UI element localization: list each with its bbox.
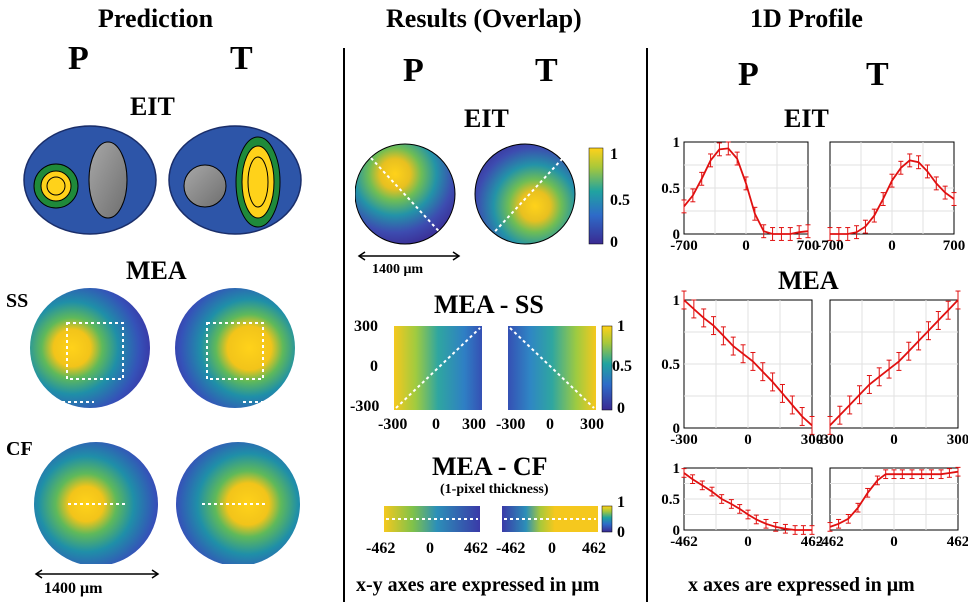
- divider-left: [343, 48, 345, 602]
- results-eit-scale-bar: [357, 251, 461, 261]
- profile-xtick-label: 0: [890, 432, 898, 448]
- prediction-scale-bar: [34, 569, 160, 579]
- profile-xtick-label: -462: [816, 534, 844, 550]
- results-mea-ss-label: MEA - SS: [434, 290, 544, 319]
- ss-cbar-tick-1: 1: [617, 318, 625, 335]
- ss-xtick-left-3: 300: [462, 416, 486, 433]
- results-mea-cf-label: MEA - CF: [432, 452, 548, 481]
- profile-xtick-label: 0: [744, 534, 752, 550]
- results-mea-cf-note: (1-pixel thickness): [440, 482, 549, 497]
- profile-ytick-label: 1: [673, 461, 681, 477]
- profile-footer: x axes are expressed in μm: [688, 574, 915, 596]
- results-mea-cf-maps: [384, 505, 613, 533]
- ss-xtick-right-2: 0: [546, 416, 554, 433]
- ss-cbar-tick-05: 0.5: [612, 358, 632, 375]
- cf-xtick-right-2: 0: [548, 540, 556, 557]
- prediction-cf-label: CF: [6, 438, 33, 460]
- results-t-label: T: [535, 52, 558, 89]
- profile-xtick-label: 0: [742, 238, 750, 254]
- profile-ytick-label: 0.5: [661, 357, 680, 373]
- profile-title: 1D Profile: [750, 4, 863, 33]
- ss-map-t: [175, 288, 295, 408]
- profile-xtick-label: -300: [816, 432, 844, 448]
- cf-xtick-left-3: 462: [464, 540, 488, 557]
- prediction-eit-diagrams: [23, 125, 302, 235]
- results-title: Results (Overlap): [386, 4, 582, 33]
- results-eit-label: EIT: [464, 104, 509, 133]
- ss-ytick-300: 300: [354, 318, 378, 335]
- cf-xtick-right-1: -462: [496, 540, 526, 557]
- profile-xtick-label: 0: [888, 238, 896, 254]
- profile-xtick-label: 300: [801, 432, 824, 448]
- results-mea-ss-maps: [394, 325, 613, 411]
- profile-ytick-label: 0: [673, 523, 681, 539]
- profile-eit-label: EIT: [784, 104, 829, 133]
- profile-xtick-label: -462: [670, 534, 698, 550]
- eit-colorbar: [588, 147, 604, 245]
- ss-xtick-left-2: 0: [432, 416, 440, 433]
- profile-ytick-label: 1: [673, 135, 681, 151]
- results-eit-maps: [355, 143, 604, 245]
- profile-xtick-label: -300: [670, 432, 698, 448]
- ss-cbar-tick-0: 0: [617, 400, 625, 417]
- profile-series-line: [829, 299, 959, 427]
- profile-xtick-label: -700: [816, 238, 844, 254]
- ss-xtick-right-3: 300: [580, 416, 604, 433]
- prediction-p-label: P: [68, 40, 89, 77]
- prediction-t-label: T: [230, 40, 253, 77]
- prediction-eit-label: EIT: [130, 92, 175, 121]
- ss-result-p: [394, 326, 482, 410]
- profile-ytick-label: 0.5: [661, 181, 680, 197]
- cf-map-p: [34, 442, 158, 564]
- cf-xtick-left-1: -462: [366, 540, 396, 557]
- eit-phantom-t: [168, 125, 302, 235]
- profile-xtick-label: 700: [797, 238, 820, 254]
- prediction-ss-label: SS: [6, 290, 29, 312]
- results-p-label: P: [403, 52, 424, 89]
- profile-p-label: P: [738, 56, 759, 93]
- cf-cbar-tick-1: 1: [617, 494, 625, 511]
- profile-xtick-label: 462: [801, 534, 824, 550]
- ss-colorbar: [601, 325, 613, 411]
- profile-xtick-label: 0: [744, 432, 752, 448]
- profile-series-line: [683, 299, 813, 427]
- profile-xtick-label: 300: [947, 432, 968, 448]
- cf-xtick-left-2: 0: [426, 540, 434, 557]
- eit-cbar-tick-0: 0: [610, 234, 618, 251]
- prediction-title: Prediction: [98, 4, 214, 33]
- profile-ytick-label: 1: [673, 293, 681, 309]
- ss-map-p: [30, 288, 150, 408]
- profile-xtick-label: 462: [947, 534, 968, 550]
- prediction-scale-bar-label: 1400 μm: [44, 580, 103, 597]
- eit-cbar-tick-1: 1: [610, 146, 618, 163]
- eit-result-t: [474, 143, 576, 245]
- ss-xtick-right-1: -300: [496, 416, 526, 433]
- prediction-mea-label: MEA: [126, 256, 187, 285]
- ss-result-t: [508, 326, 596, 410]
- cf-colorbar: [601, 505, 613, 533]
- profile-ytick-label: 0: [673, 421, 681, 437]
- profile-xtick-label: 700: [943, 238, 966, 254]
- results-eit-scale-bar-label: 1400 μm: [372, 262, 424, 277]
- ss-ytick-0: 0: [370, 358, 378, 375]
- profile-ytick-label: 0.5: [661, 492, 680, 508]
- ss-ytick-neg300: -300: [350, 398, 380, 415]
- profile-mea-label: MEA: [778, 266, 839, 295]
- profile-xtick-label: 0: [890, 534, 898, 550]
- profile-xtick-label: -700: [670, 238, 698, 254]
- ss-xtick-left-1: -300: [378, 416, 408, 433]
- eit-cbar-tick-05: 0.5: [610, 192, 630, 209]
- cf-xtick-right-3: 462: [582, 540, 606, 557]
- eit-phantom-p: [23, 125, 157, 235]
- cf-cbar-tick-0: 0: [617, 524, 625, 541]
- divider-right: [646, 48, 648, 602]
- profile-t-label: T: [866, 56, 889, 93]
- results-footer: x-y axes are expressed in μm: [356, 574, 600, 596]
- profile-ytick-label: 0: [673, 227, 681, 243]
- prediction-mea-maps: [30, 288, 300, 564]
